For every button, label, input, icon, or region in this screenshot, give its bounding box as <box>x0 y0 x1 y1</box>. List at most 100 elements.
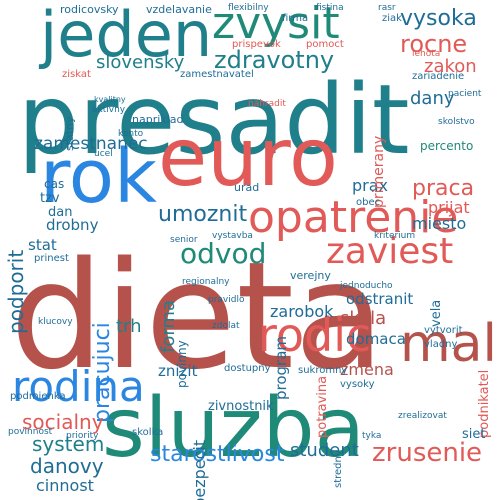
cloud-word: zivnostnik <box>208 399 274 414</box>
cloud-word: starostlivost <box>150 442 285 467</box>
cloud-word: rocne <box>400 30 468 58</box>
cloud-word: slovensky <box>96 52 185 73</box>
cloud-word: prax <box>352 176 389 195</box>
cloud-word: dany <box>410 88 455 109</box>
cloud-word: opatrenie <box>248 192 459 243</box>
cloud-word: pacient <box>448 89 482 99</box>
cloud-word: ziak <box>382 13 402 24</box>
cloud-word: ucel <box>94 149 113 159</box>
cloud-word: ziskat <box>62 69 91 80</box>
cloud-word: trh <box>116 316 142 337</box>
cloud-word: rodicovsky <box>60 3 119 16</box>
cloud-word: euro <box>158 111 338 204</box>
cloud-word: vladny <box>424 339 458 350</box>
cloud-word: zdolat <box>212 321 240 331</box>
cloud-word: presadit <box>18 64 410 176</box>
cloud-word: percento <box>420 139 474 153</box>
cloud-word: danovy <box>30 454 104 478</box>
cloud-word: aktivny <box>92 105 126 115</box>
cloud-word: jeden <box>40 0 213 71</box>
cloud-word: zrusenie <box>372 438 483 468</box>
cloud-word: vytvorit <box>424 325 463 336</box>
cloud-word: dan <box>48 205 73 220</box>
cloud-word: sukromny <box>298 365 348 376</box>
cloud-word: vysoka <box>400 6 477 31</box>
cloud-word: cinnost <box>36 476 94 495</box>
cloud-word: tyka <box>362 431 382 441</box>
cloud-word: konto <box>118 129 144 139</box>
cloud-word: zakon <box>424 56 477 77</box>
cloud-word: siet <box>462 427 486 442</box>
cloud-word: skolstvo <box>438 117 475 127</box>
cloud-word: firma <box>282 13 309 24</box>
cloud-word: rodic <box>258 308 372 362</box>
cloud-word: vystavba <box>212 231 253 241</box>
cloud-word: statny <box>63 116 76 151</box>
cloud-word: dieta <box>10 230 385 402</box>
cloud-word: umoznit <box>158 202 248 227</box>
cloud-word: prijat <box>428 198 470 217</box>
cloud-word: zarobok <box>270 302 334 321</box>
cloud-word: nahradit <box>248 99 286 109</box>
cloud-word: program <box>272 336 290 401</box>
cloud-word: sluzba <box>102 381 365 476</box>
cloud-word: povinnost <box>8 427 53 437</box>
cloud-word: vzdelavanie <box>146 3 212 16</box>
cloud-word: prinest <box>34 253 69 264</box>
cloud-word: priority <box>66 431 99 441</box>
cloud-word: pracujuci <box>90 322 115 423</box>
cloud-word: zabezpecit <box>190 440 209 500</box>
cloud-word: zrealizovat <box>398 411 447 421</box>
cloud-word: system <box>32 432 105 456</box>
cloud-word: flexibilny <box>228 3 269 13</box>
cloud-word: student <box>290 440 359 461</box>
cloud-word: zdravotny <box>214 46 335 74</box>
cloud-word: jednoducho <box>340 281 393 291</box>
cloud-word: senior <box>170 235 198 245</box>
cloud-word: prispevok <box>232 39 281 50</box>
cloud-word: lehota <box>412 49 441 59</box>
cloud-word: stat <box>28 236 57 254</box>
cloud-word: cas <box>44 177 65 191</box>
cloud-word: zvysit <box>212 0 340 49</box>
cloud-word: pravidlo <box>208 295 245 305</box>
cloud-word: rok <box>40 134 157 220</box>
cloud-word: podporit <box>4 250 28 335</box>
cloud-word: dostupny <box>224 363 271 374</box>
cloud-word: obec <box>356 197 381 208</box>
cloud-word: tzv <box>40 191 60 206</box>
cloud-word: zmena <box>340 360 394 379</box>
cloud-word: kvalitny <box>94 95 126 104</box>
cloud-word: verejny <box>290 269 331 282</box>
cloud-word: zariadenie <box>412 71 465 82</box>
cloud-word: vysoky <box>340 379 375 390</box>
cloud-word: zamestnavatel <box>180 69 254 80</box>
cloud-word: podmienka <box>10 391 66 402</box>
cloud-word: miesto <box>412 214 467 233</box>
cloud-word: vela <box>429 300 444 328</box>
cloud-word: skola <box>340 308 387 329</box>
cloud-word: fistina <box>316 3 344 13</box>
cloud-word: povinny <box>175 340 189 388</box>
cloud-word: znizit <box>158 362 198 380</box>
cloud-word: potravina <box>315 376 330 439</box>
cloud-word: urad <box>234 181 260 194</box>
cloud-word: napriklad <box>132 113 184 126</box>
cloud-word: regionalny <box>182 277 230 287</box>
cloud-word: skolka <box>132 427 164 438</box>
cloud-word: socialny <box>22 410 104 434</box>
cloud-word: domaca <box>346 330 406 348</box>
cloud-word: rasr <box>378 3 396 13</box>
cloud-word: stredny <box>333 450 344 488</box>
cloud-word: rodina <box>12 362 145 411</box>
cloud-word: odvod <box>180 237 267 270</box>
cloud-word: zaviest <box>326 231 454 272</box>
cloud-word: drobny <box>46 216 99 234</box>
cloud-word: zamestnanec <box>34 134 148 154</box>
cloud-word: kriterium <box>374 231 416 241</box>
cloud-word: mala <box>400 314 500 374</box>
cloud-word: odstranit <box>346 290 414 308</box>
cloud-word: pomoct <box>306 39 344 50</box>
cloud-word: klucovy <box>38 317 73 327</box>
